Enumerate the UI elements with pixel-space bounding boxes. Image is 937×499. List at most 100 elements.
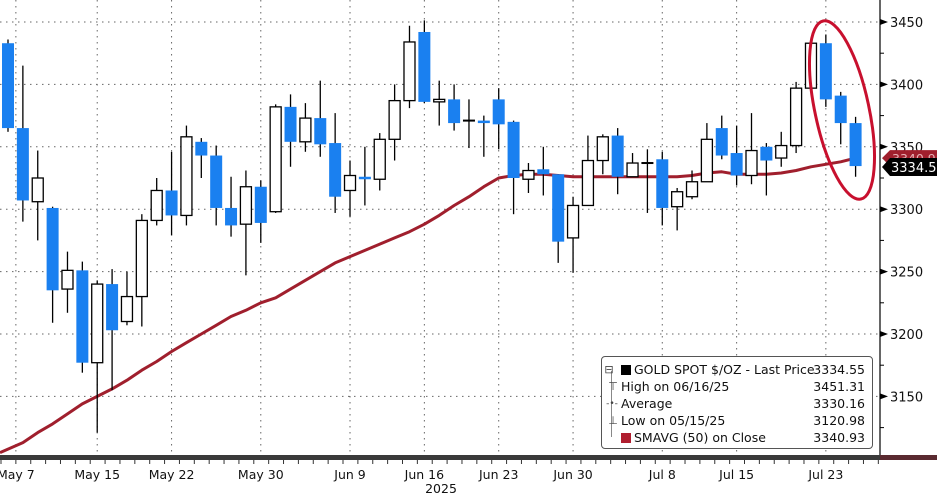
candle-body-down [16,128,29,201]
candle-body-down [314,118,327,145]
x-tick-label: Jul 15 [718,467,754,482]
y-tick-arrow [880,268,888,275]
y-tick-label: 3250 [890,266,923,281]
y-tick-label: 3400 [890,78,923,93]
x-tick-label: May 22 [149,467,195,482]
low-marker-icon: ⊥ [608,414,618,427]
candle-body-up [775,144,788,159]
y-tick-label: 3150 [890,390,923,405]
candle-body-down [656,159,669,208]
x-axis-year-label: 2025 [425,481,457,495]
candle-body-down [507,121,520,178]
candle-body-up [403,41,416,102]
candle-body-up [671,191,684,208]
candle-body-down [819,43,832,100]
chart-legend: ⊟ GOLD SPOT $/OZ - Last Price 3334.55 ⊤ … [601,356,873,449]
legend-row-sma[interactable]: SMAVG (50) on Close 3340.93 [602,430,872,446]
x-axis-band-right [880,455,937,460]
y-tick-arrow [880,19,888,25]
y-tick-arrow [880,143,888,150]
last-price-tag [882,158,937,176]
candle-body-down [195,141,208,156]
candle-body-down [106,284,119,331]
high-marker-icon: ⊤ [608,380,618,393]
candle-body-down [552,174,565,242]
x-tick-label: Jul 23 [807,467,843,482]
candle-body-up [91,283,104,364]
candle-body-down [715,128,728,156]
x-tick-label: Jun 9 [333,467,366,482]
x-axis-band [0,455,937,460]
candle-body-up [789,87,803,147]
sma-50-line [0,156,856,454]
candle-body-up [626,162,639,178]
black-square-icon [621,365,631,375]
candle-body-down [210,155,223,208]
candle-body-down [418,31,431,102]
candle-body-up [388,99,401,140]
candle-body-down [477,120,490,124]
candle-body-up [433,98,446,103]
candle-body-up [581,159,595,207]
candle-body-up [150,189,163,222]
candle-body-down [254,186,267,223]
candle-body-up [685,181,699,198]
candle-body-up [269,106,282,213]
candle-body-up [522,169,535,180]
x-tick-label: May 7 [0,467,35,482]
legend-label: High on 06/16/25 [621,379,730,394]
candle-body-down [329,143,342,197]
x-tick-label: Jun 16 [404,467,444,482]
legend-row-low[interactable]: ⊥ Low on 05/15/25 3120.98 [602,413,872,429]
x-tick-label: Jun 30 [552,467,592,482]
candle-body-up [31,177,44,203]
x-tick-label: May 15 [74,467,120,482]
candle-body-down [730,153,743,176]
legend-value: 3334.55 [813,362,865,377]
legend-label: Average [621,396,673,411]
candle-body-up [239,186,253,225]
y-tick-label: 3450 [890,16,923,31]
candle-body-down [760,146,773,161]
candle-body-down [2,43,14,129]
y-tick-label: 3300 [890,203,923,218]
legend-value: 3330.16 [813,396,865,411]
y-tick-label: 3200 [890,328,923,343]
candle-body-down [537,169,550,175]
candle-body-up [120,295,134,323]
collapse-icon[interactable]: ⊟ [604,363,614,376]
candle-body-up [566,204,580,239]
y-tick-arrow [880,206,888,213]
average-marker-icon: -•- [606,399,618,409]
y-tick-arrow [880,81,888,88]
candle-body-up [135,219,148,298]
candle-body-up [596,136,609,162]
candle-body-down [46,207,59,291]
last-price-tag-text: 3334.55 [891,161,937,176]
candle-body-down [165,190,178,216]
candle-body-down [849,123,862,167]
legend-label: SMAVG (50) on Close [634,430,766,445]
candle-body-down [492,99,505,125]
candle-body-up [180,136,193,217]
candle-body-down [284,106,297,142]
y-tick-arrow [880,393,888,400]
legend-row-high[interactable]: ⊤ High on 06/16/25 3451.31 [602,379,872,395]
candle-body-down [611,135,624,177]
candle-body-down [358,176,371,180]
legend-tree-line [611,371,612,437]
x-tick-label: May 30 [238,467,284,482]
highlight-ellipse [808,19,876,201]
red-square-icon [621,433,631,443]
x-tick-label: Jun 23 [478,467,518,482]
legend-label: Low on 05/15/25 [621,413,726,428]
legend-row-last-price[interactable]: ⊟ GOLD SPOT $/OZ - Last Price 3334.55 [602,362,872,378]
candle-body-up [745,149,758,177]
legend-value: 3451.31 [813,379,865,394]
candle-body-up [343,174,357,192]
candle-body-up [61,269,74,290]
candle-body-down [225,207,238,226]
legend-value: 3340.93 [813,430,865,445]
legend-row-average[interactable]: -•- Average 3330.16 [602,396,872,412]
